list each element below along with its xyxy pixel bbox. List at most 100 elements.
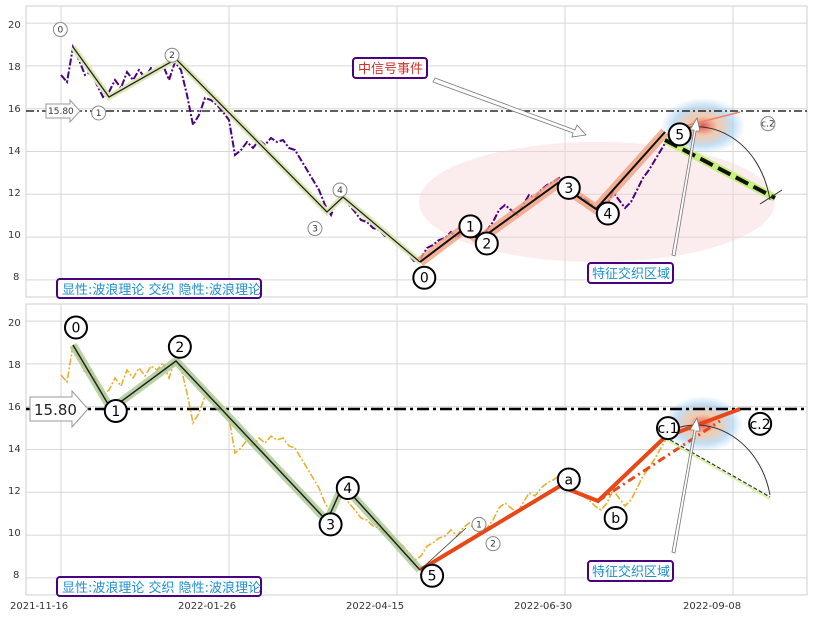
wave-label-circle (667, 122, 692, 147)
explicit-wave (72, 46, 421, 263)
wave-label-text: 3 (564, 181, 573, 197)
bottom-projection-arc (671, 424, 771, 496)
top-y-tick-label: 12 (8, 188, 21, 199)
bottom-zone-text: 特征交织区域 (592, 564, 670, 580)
top-zone-text: 特征交织区域 (592, 266, 670, 282)
top-legend-box: 显性:波浪理论 交织 隐性:波浪理论 (56, 278, 262, 299)
wave-label-text: b (611, 511, 620, 527)
wave-label-text: 0 (420, 271, 429, 287)
bottom-explicit-wave (72, 344, 421, 571)
wave-label: 0 (412, 265, 437, 290)
bottom-y-tick-label: 18 (8, 360, 21, 371)
bottom-legend-box: 显性:波浪理论 交织 隐性:波浪理论 (56, 576, 262, 597)
wave-label-circle (485, 536, 501, 552)
wave-label: 1 (471, 516, 487, 532)
wave-label: 3 (556, 175, 581, 200)
wave-label-text: 0 (57, 26, 63, 36)
wave-label-text: 2 (482, 237, 491, 253)
bottom-projection-band (664, 438, 771, 500)
wave-label-circle (307, 221, 323, 237)
bottom-projection-line (664, 436, 771, 498)
wave-label: 3 (307, 221, 323, 237)
bottom-implicit-dashed (597, 419, 721, 503)
x-tick-label: 2022-09-08 (683, 601, 741, 612)
bottom-small-wave (419, 527, 467, 571)
wave-label: 1 (458, 214, 483, 239)
wave-label: 0 (52, 22, 68, 38)
bottom-y-tick-label: 10 (8, 528, 21, 539)
wave-label-circle (760, 116, 776, 132)
top-y-tick-label: 8 (13, 272, 19, 283)
wave-label-circle (556, 175, 581, 200)
wave-label: 2 (485, 536, 501, 552)
wave-label-text: 1 (111, 404, 120, 420)
wave-label-text: 1 (476, 520, 482, 530)
bottom-y-tick-label: 14 (8, 444, 21, 455)
wave-label: b (603, 505, 628, 530)
bottom-zone-arrow (671, 416, 701, 554)
implicit-wave (419, 131, 666, 263)
signal-arrow (432, 77, 587, 138)
wave-label-text: 2 (175, 340, 184, 356)
wave-label-circle (474, 231, 499, 256)
signal-box: 中信号事件 (352, 57, 428, 79)
wave-label-circle (556, 467, 581, 492)
wave-label-circle (167, 334, 192, 359)
wave-label-text: a (564, 472, 573, 488)
bottom-y-tick-label: 12 (8, 486, 21, 497)
top-y-tick-label: 16 (8, 104, 21, 115)
projection-line (664, 138, 776, 200)
baseline-arrow: 15.80 (45, 98, 81, 124)
top-y-tick-label: 18 (8, 62, 21, 73)
wave-label: 2 (474, 231, 499, 256)
wave-label-circle (420, 563, 445, 588)
wave-label: 5 (420, 563, 445, 588)
wave-label-circle (471, 516, 487, 532)
wave-label: 2 (167, 334, 192, 359)
wave-label-text: 1 (466, 219, 475, 235)
bottom-zone-box: 特征交织区域 (587, 560, 674, 582)
wave-label: 3 (318, 512, 343, 537)
x-ticks: 2021-11-16 2022-01-26 2022-04-15 2022-06… (10, 601, 741, 612)
wave-label: c.1 (655, 416, 680, 441)
bottom-legend-text: 显性:波浪理论 交织 隐性:波浪理论 (62, 580, 261, 596)
top-y-tick-label: 14 (8, 146, 21, 157)
wave-label: 0 (63, 315, 88, 340)
wave-label: c.2 (748, 411, 773, 436)
bottom-baseline-label: 15.80 (34, 401, 77, 419)
wave-label-text: 4 (603, 207, 612, 223)
wave-label-text: 2 (490, 540, 496, 550)
x-tick-label: 2022-06-30 (514, 601, 572, 612)
signal-box-text: 中信号事件 (358, 62, 423, 77)
wave-label: 1 (103, 398, 128, 423)
wave-label: c.2 (760, 116, 776, 132)
wave-label-circle (595, 201, 620, 226)
wave-label: a (556, 467, 581, 492)
wave-label-text: c.2 (750, 417, 771, 433)
top-y-tick-label: 10 (8, 230, 21, 241)
wave-label-circle (103, 398, 128, 423)
wave-label-circle (335, 476, 360, 501)
projection-tick (759, 189, 783, 205)
x-tick-label: 2022-01-26 (178, 601, 236, 612)
wave-label-text: c.1 (657, 421, 678, 437)
baseline-label: 15.80 (48, 107, 74, 117)
zone-arrow (671, 116, 701, 257)
wave-label-circle (655, 416, 680, 441)
wave-label-text: c.2 (761, 120, 775, 130)
wave-label-text: 5 (675, 127, 684, 143)
bottom-baseline-arrow: 15.80 (29, 389, 89, 429)
top-y-tick-label: 20 (8, 20, 21, 31)
wave-label-circle (318, 512, 343, 537)
wave-label: 4 (335, 476, 360, 501)
wave-label: 1 (91, 105, 107, 121)
wave-label-text: 4 (337, 186, 343, 196)
wave-label-circle (748, 411, 773, 436)
bottom-y-tick-label: 20 (8, 318, 21, 329)
wave-label-text: 1 (96, 109, 102, 119)
wave-label: 5 (667, 122, 692, 147)
wave-label: 4 (595, 201, 620, 226)
top-y-ticks: 20 18 16 14 12 10 8 (8, 20, 21, 283)
wave-label-circle (332, 182, 348, 198)
